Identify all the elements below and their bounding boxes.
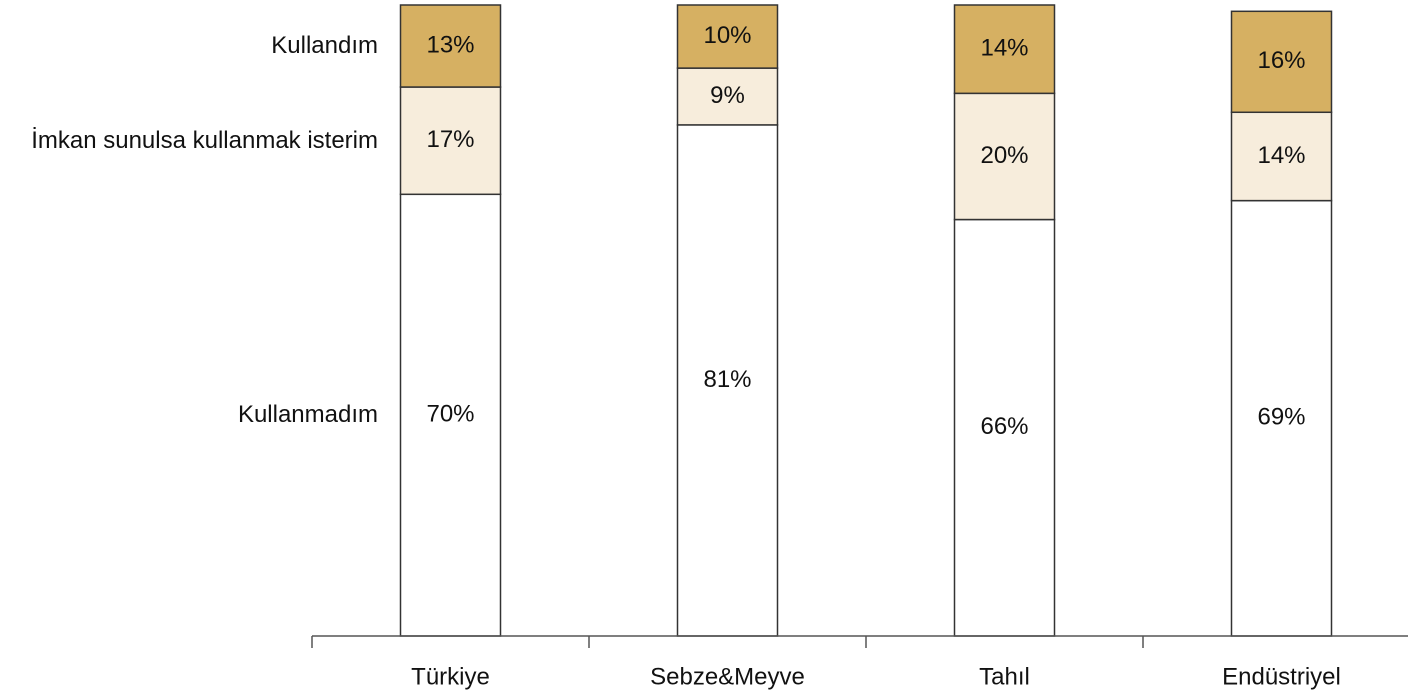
value-label: 10%: [703, 22, 751, 49]
legend-label: İmkan sunulsa kullanmak isterim: [31, 126, 378, 154]
value-label: 70%: [426, 400, 474, 427]
bar-segment: [676, 124, 779, 637]
value-label: 16%: [1257, 47, 1305, 74]
x-tick-label: Türkiye: [411, 663, 490, 690]
value-label: 20%: [980, 142, 1028, 169]
value-label: 14%: [1257, 142, 1305, 169]
bar-segment: [399, 4, 502, 88]
x-tick-label: Tahıl: [979, 663, 1030, 690]
bar-segment: [676, 4, 779, 69]
bar-segment: [399, 193, 502, 637]
bar-segment: [953, 92, 1056, 221]
value-label: 9%: [710, 82, 745, 109]
value-label: 66%: [980, 413, 1028, 440]
bar-segment: [676, 67, 779, 126]
value-label: 13%: [426, 31, 474, 58]
bar-segment: [1230, 199, 1333, 637]
x-tick-label: Endüstriyel: [1222, 663, 1341, 690]
value-label: 14%: [980, 35, 1028, 62]
bar-segment: [399, 86, 502, 196]
bar-segment: [953, 4, 1056, 95]
value-label: 17%: [426, 126, 474, 153]
legend-label: Kullandım: [271, 32, 378, 59]
legend-label: Kullanmadım: [237, 401, 378, 429]
x-tick-label: Sebze&Meyve: [650, 663, 805, 690]
bar-segment: [1230, 10, 1333, 114]
value-label: 69%: [1257, 404, 1305, 431]
bar-segment: [1230, 111, 1333, 202]
value-label: 81%: [703, 366, 751, 393]
